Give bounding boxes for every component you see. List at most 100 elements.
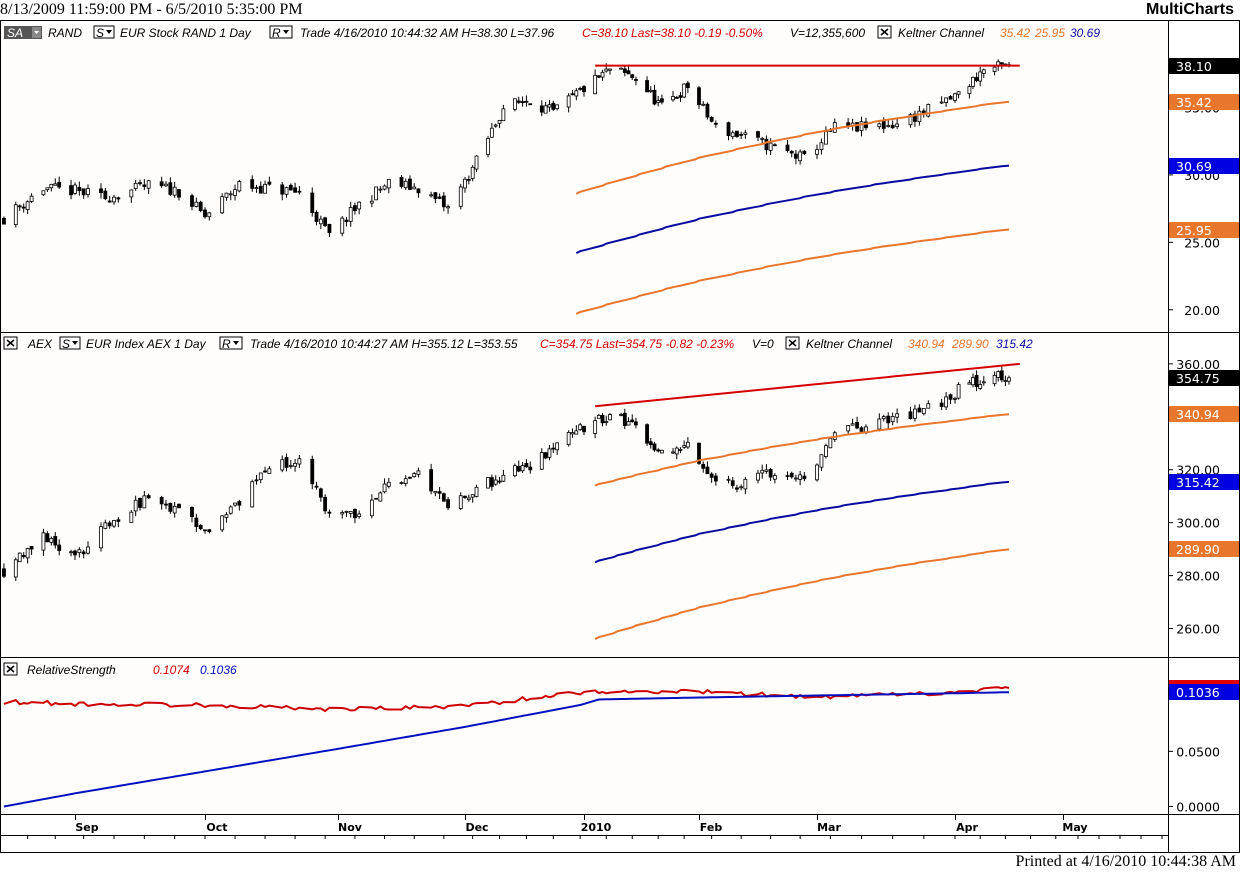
candle xyxy=(103,190,108,200)
price-tag-2: 30.69 xyxy=(1169,158,1239,174)
candle xyxy=(619,414,623,416)
candle xyxy=(250,481,255,508)
pane-header-2: RelativeStrength 0.1074 0.1036 xyxy=(3,662,237,677)
candle xyxy=(177,503,181,509)
candle xyxy=(815,464,819,481)
candle xyxy=(280,459,285,471)
candle xyxy=(726,122,731,136)
candle xyxy=(886,415,891,424)
candle xyxy=(353,205,357,211)
candle xyxy=(819,142,824,151)
price-tag-value: 25.95 xyxy=(1176,223,1212,238)
candle xyxy=(250,179,255,189)
resolution-button[interactable] xyxy=(269,25,293,39)
candle xyxy=(956,91,961,95)
candle xyxy=(543,105,548,114)
candle xyxy=(600,71,605,78)
candle xyxy=(760,137,765,140)
candle xyxy=(656,449,661,452)
candle xyxy=(626,421,631,426)
candle xyxy=(713,475,718,482)
candle xyxy=(168,182,173,195)
candle xyxy=(626,70,631,75)
pane-background xyxy=(1,21,1168,332)
x-tick-label: Sep xyxy=(75,821,98,834)
indicator-name: Keltner Channel xyxy=(898,26,984,40)
candle xyxy=(967,382,972,385)
candle xyxy=(314,485,319,488)
candle xyxy=(622,68,627,73)
candle xyxy=(254,187,259,190)
x-tick-label: Nov xyxy=(338,821,363,834)
candle xyxy=(142,184,147,187)
r-button-label[interactable]: R xyxy=(272,26,281,40)
candle xyxy=(198,201,203,211)
close-icon xyxy=(788,339,797,347)
chevron-down-icon xyxy=(72,341,78,345)
candle xyxy=(293,462,297,467)
candle xyxy=(660,98,664,103)
candle xyxy=(608,68,612,71)
x-tick-label: Dec xyxy=(465,821,488,834)
price-tag-value: 315.42 xyxy=(1176,475,1220,490)
symbol-settings-button[interactable] xyxy=(59,336,81,350)
candle xyxy=(116,519,121,522)
y-tick-label: 20.00 xyxy=(1184,303,1220,318)
candle xyxy=(634,421,638,426)
candle xyxy=(21,206,26,209)
resolution-button[interactable] xyxy=(219,336,243,350)
candle xyxy=(886,125,891,127)
price-tag-box xyxy=(1169,474,1239,490)
candle xyxy=(378,492,383,502)
candle xyxy=(739,486,744,489)
price-tag-value: 35.42 xyxy=(1176,95,1212,110)
candle xyxy=(697,442,701,464)
price-tag-box xyxy=(1169,58,1239,74)
candle xyxy=(207,529,212,532)
candle xyxy=(978,71,983,82)
candle xyxy=(794,477,798,480)
y-tick-label: 260.00 xyxy=(1176,622,1220,637)
candle xyxy=(678,95,683,98)
candle xyxy=(493,479,498,485)
candle xyxy=(13,204,18,225)
candle xyxy=(81,188,86,196)
window-date-range: 8/13/2009 11:59:00 PM - 6/5/2010 5:35:00… xyxy=(0,1,303,18)
candle xyxy=(671,96,675,101)
candle xyxy=(25,548,30,559)
candle xyxy=(446,499,450,509)
candle xyxy=(944,97,948,103)
candle xyxy=(593,74,598,95)
candle xyxy=(416,188,421,194)
quote-change: C=354.75 Last=354.75 -0.82 -0.23% xyxy=(540,337,734,351)
candle xyxy=(974,374,979,387)
chart-area[interactable]: Sep Oct Nov Dec 2010 Feb Mar Apr May 20.00 25.00 30… xyxy=(0,20,1240,853)
price-tag-0: 354.75 xyxy=(1169,370,1239,386)
candle xyxy=(116,197,121,200)
candle xyxy=(768,142,773,151)
s-button-label[interactable]: S xyxy=(96,26,104,40)
candle xyxy=(497,480,502,483)
candle xyxy=(701,103,706,106)
candle xyxy=(220,196,225,214)
x-tick-label: 2010 xyxy=(581,821,612,834)
candle xyxy=(1007,377,1011,382)
candle xyxy=(596,414,601,419)
candle xyxy=(323,217,328,227)
candle xyxy=(288,184,293,191)
candle xyxy=(190,195,194,207)
r-button-label[interactable]: R xyxy=(222,337,231,351)
candle xyxy=(772,144,777,147)
candle xyxy=(582,425,586,433)
candle xyxy=(913,113,917,122)
candle xyxy=(81,551,86,555)
symbol-settings-button[interactable] xyxy=(93,25,115,39)
candle xyxy=(263,470,267,473)
candle xyxy=(318,218,323,225)
candle xyxy=(263,183,267,194)
candle xyxy=(310,458,315,485)
keltner-mid-line xyxy=(594,480,1010,564)
sa-button-label[interactable]: SA xyxy=(7,26,23,40)
s-button-label[interactable]: S xyxy=(62,337,70,351)
price-tag-2: 315.42 xyxy=(1169,474,1239,490)
